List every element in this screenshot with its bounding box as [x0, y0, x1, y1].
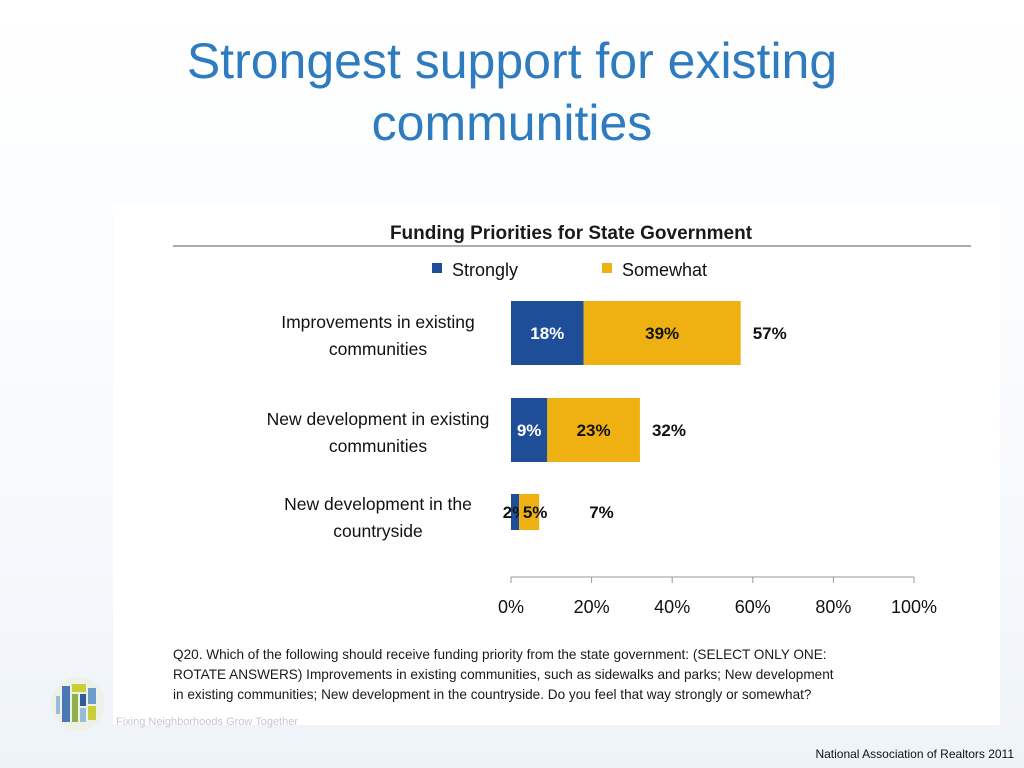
footnote-line-1: Q20. Which of the following should recei… — [173, 647, 827, 662]
category-label-2-line-1: New development in existing — [267, 409, 490, 429]
bar-label-somewhat-3: 5% — [523, 503, 548, 522]
bar-strongly-1 — [511, 301, 584, 365]
legend-swatch-strongly — [432, 263, 442, 273]
bar-strongly-3 — [511, 494, 520, 530]
category-label-3-line-1: New development in the — [284, 494, 472, 514]
x-tick-label-6: 100% — [891, 597, 937, 617]
category-label-3-line-2: countryside — [333, 521, 423, 541]
x-tick-label-3: 40% — [654, 597, 690, 617]
slide-title-line-2: communities — [371, 95, 653, 151]
slide-title-line-1: Strongest support for existing — [186, 33, 838, 89]
organization-logo-icon — [51, 677, 105, 731]
x-tick-label-5: 80% — [815, 597, 851, 617]
x-tick-label-1: 0% — [498, 597, 524, 617]
legend-label-strongly: Strongly — [452, 260, 518, 280]
bar-somewhat-3 — [519, 494, 540, 530]
chart-panel: Funding Priorities for State Government S… — [113, 205, 1000, 725]
total-label-3: 7% — [589, 503, 614, 522]
source-citation: National Association of Realtors 2011 — [815, 747, 1014, 761]
x-tick-label-4: 60% — [735, 597, 771, 617]
category-label-1-line-2: communities — [329, 339, 427, 359]
legend-swatch-somewhat — [602, 263, 612, 273]
logo-tagline: Fixing Neighborhoods Grow Together — [116, 716, 299, 728]
bar-somewhat-2 — [547, 398, 640, 462]
survey-question-footnote: Q20. Which of the following should recei… — [173, 645, 973, 705]
funding-priorities-chart: Funding Priorities for State Government S… — [173, 223, 971, 617]
total-label-2: 32% — [652, 421, 686, 440]
category-label-1-line-1: Improvements in existing — [281, 312, 475, 332]
bar-label-strongly-2: 9% — [517, 421, 542, 440]
legend-label-somewhat: Somewhat — [622, 260, 707, 280]
bar-label-somewhat-2: 23% — [577, 421, 611, 440]
footnote-line-3: in existing communities; New development… — [173, 687, 812, 702]
footnote-line-2: ROTATE ANSWERS) Improvements in existing… — [173, 667, 834, 682]
total-label-1: 57% — [753, 324, 787, 343]
category-label-2-line-2: communities — [329, 436, 427, 456]
bar-somewhat-1 — [583, 301, 741, 365]
bar-label-strongly-1: 18% — [530, 324, 564, 343]
chart-title: Funding Priorities for State Government — [390, 223, 753, 244]
slide-title: Strongest support for existing communiti… — [0, 30, 1024, 154]
bar-label-somewhat-1: 39% — [645, 324, 679, 343]
x-tick-label-2: 20% — [574, 597, 610, 617]
bar-strongly-2 — [511, 398, 548, 462]
